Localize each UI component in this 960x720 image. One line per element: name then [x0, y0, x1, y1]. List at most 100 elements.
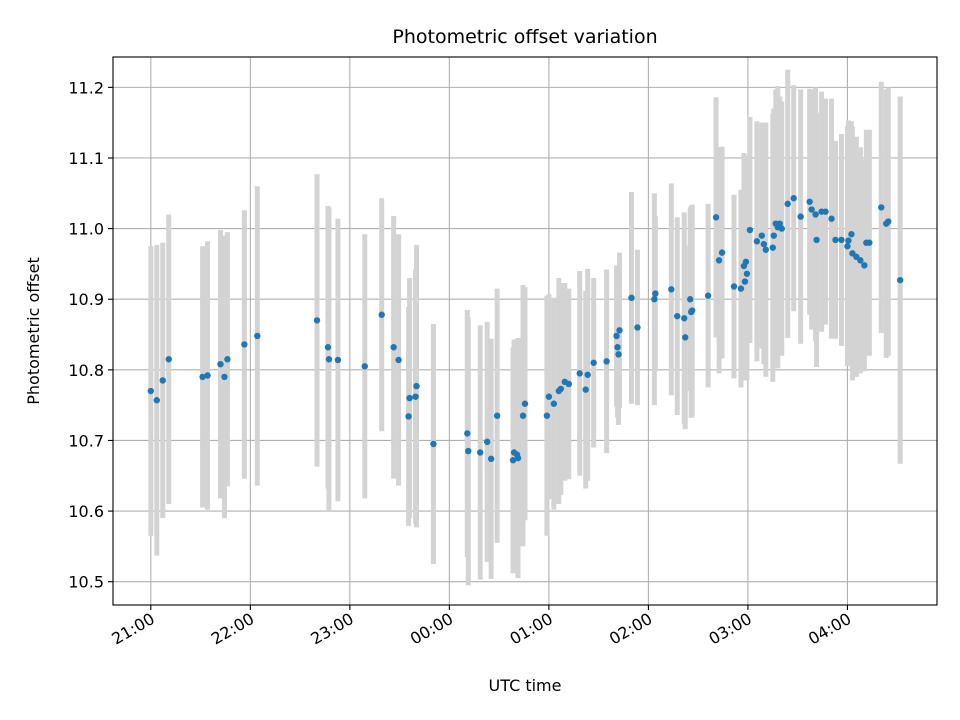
data-point — [406, 394, 413, 402]
data-point — [712, 214, 720, 221]
data-point — [487, 455, 495, 463]
data-point — [634, 324, 641, 331]
data-point — [651, 296, 658, 303]
data-point — [324, 344, 332, 351]
data-point — [241, 341, 248, 348]
data-point — [808, 206, 815, 213]
data-point — [784, 200, 791, 208]
data-point — [813, 236, 820, 244]
chart-title: Photometric offset variation — [392, 26, 657, 48]
data-point — [848, 231, 855, 238]
data-point — [550, 400, 558, 407]
data-point — [217, 360, 224, 368]
data-point — [165, 356, 172, 363]
data-point — [543, 412, 551, 419]
data-point — [405, 413, 412, 420]
data-point — [199, 373, 206, 381]
data-point — [778, 225, 785, 232]
data-point — [390, 344, 397, 351]
data-point — [797, 213, 804, 220]
y-tick-label: 10.9 — [68, 290, 104, 309]
data-point — [584, 371, 591, 378]
data-point — [545, 393, 553, 400]
data-point — [159, 377, 166, 384]
x-axis-label: UTC time — [489, 676, 562, 695]
data-point — [603, 358, 610, 365]
data-point — [204, 372, 211, 379]
data-point — [430, 440, 437, 448]
data-point — [718, 249, 726, 256]
y-tick-label: 10.6 — [68, 502, 104, 521]
data-point — [483, 438, 491, 446]
data-point — [681, 315, 688, 322]
data-point — [361, 363, 368, 370]
y-tick-label: 11.0 — [68, 220, 104, 239]
data-point — [885, 218, 892, 225]
data-point — [674, 312, 681, 320]
data-point — [857, 257, 864, 264]
y-tick-label: 10.8 — [68, 361, 104, 380]
data-point — [776, 220, 783, 227]
data-point — [615, 351, 622, 358]
data-point — [812, 211, 819, 218]
data-point — [760, 240, 768, 248]
data-point — [743, 270, 751, 277]
data-points — [147, 195, 904, 464]
y-axis-ticks: 10.5 10.6 10.7 10.8 10.9 11.0 11.1 11.2 — [68, 78, 113, 592]
data-point — [254, 332, 261, 340]
data-point — [741, 278, 749, 285]
data-point — [746, 226, 754, 234]
data-point — [325, 356, 333, 363]
data-point — [688, 307, 696, 314]
data-point — [715, 257, 723, 264]
data-point — [521, 400, 529, 407]
data-point — [769, 244, 776, 251]
y-tick-label: 10.5 — [68, 573, 104, 592]
data-point — [844, 243, 851, 250]
data-point — [790, 195, 797, 202]
data-point — [378, 311, 385, 318]
data-point — [590, 359, 597, 366]
data-point — [832, 236, 839, 244]
data-point — [576, 370, 583, 377]
data-point — [334, 356, 342, 364]
data-point — [682, 334, 689, 341]
data-point — [224, 356, 231, 363]
y-tick-label: 11.1 — [68, 149, 104, 168]
data-point — [413, 382, 420, 390]
data-point — [616, 327, 623, 334]
data-point — [395, 356, 402, 364]
data-point — [557, 385, 565, 393]
data-point — [519, 412, 527, 419]
data-point — [153, 397, 160, 404]
data-point — [514, 454, 522, 462]
data-point — [412, 393, 419, 400]
data-point — [866, 239, 873, 246]
data-point — [147, 387, 155, 395]
data-point — [509, 457, 517, 464]
data-point — [770, 232, 777, 239]
data-point — [686, 296, 694, 303]
data-point — [838, 236, 845, 244]
data-point — [464, 430, 471, 437]
data-point — [878, 204, 885, 211]
data-point — [822, 208, 829, 215]
data-point — [221, 373, 228, 381]
data-point — [582, 386, 589, 393]
data-point — [806, 198, 813, 205]
y-axis-label: Photometric offset — [24, 257, 43, 405]
data-point — [652, 290, 659, 297]
plot-frame — [112, 56, 938, 606]
data-point — [465, 447, 472, 455]
data-point — [614, 344, 621, 351]
data-point — [896, 276, 904, 284]
data-point — [730, 283, 738, 290]
data-point — [313, 317, 321, 324]
data-point — [742, 258, 750, 265]
data-point — [762, 246, 770, 253]
data-point — [628, 294, 635, 302]
data-point — [704, 292, 712, 299]
data-point — [861, 262, 868, 269]
data-point — [613, 332, 620, 340]
